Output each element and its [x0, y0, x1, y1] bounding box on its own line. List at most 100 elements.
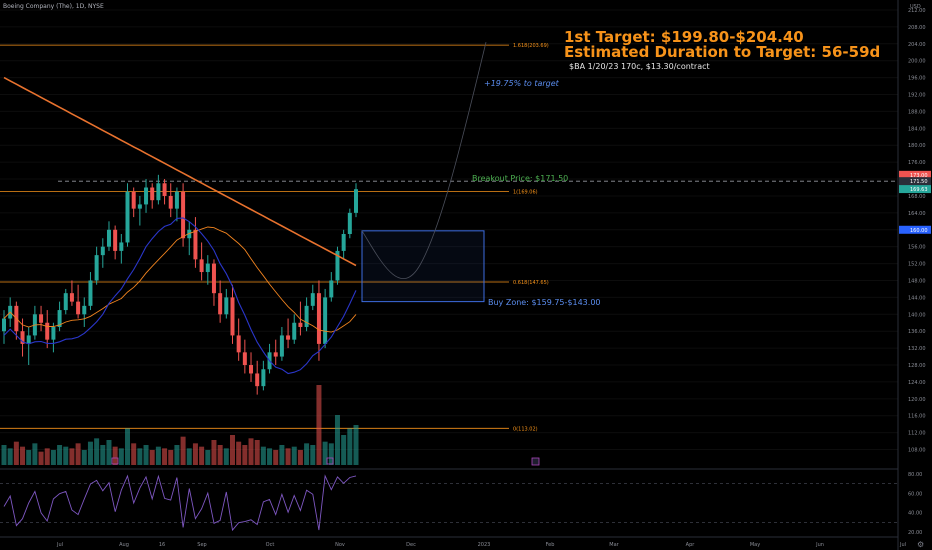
candle-body	[279, 335, 284, 357]
candle-body	[113, 229, 118, 251]
y-tick-label: 196.00	[908, 76, 926, 82]
candle-body	[292, 322, 297, 340]
price-badge-value: 160.00	[910, 228, 928, 234]
chart-title: Boeing Company (The), 1D, NYSE	[3, 3, 104, 10]
candle-body	[51, 326, 56, 340]
fib-label: 1.618(203.69)	[513, 43, 549, 49]
fib-label: 0(113.02)	[513, 426, 538, 432]
volume-bar	[229, 435, 235, 465]
ma-short-line	[3, 226, 357, 333]
buy-zone-label: Buy Zone: $159.75-$143.00	[488, 298, 601, 307]
candle-body	[76, 301, 81, 315]
volume-bar	[248, 438, 254, 465]
volume-bar	[347, 428, 353, 465]
price-badge	[899, 185, 931, 194]
volume-bar	[310, 445, 316, 465]
volume-bar	[341, 435, 347, 465]
y-tick-label: 108.00	[908, 448, 926, 454]
candle-body	[261, 369, 266, 387]
breakout-label: Breakout Price: $171.50	[472, 174, 569, 183]
candle-body	[199, 259, 204, 273]
contract-note: $BA 1/20/23 170c, $13.30/contract	[569, 62, 710, 71]
volume-bar	[353, 425, 359, 465]
candle-body	[329, 280, 334, 298]
volume-bar	[192, 443, 198, 465]
x-tick-label: Jun	[815, 542, 824, 548]
volume-bar	[205, 450, 211, 465]
candle-body	[255, 373, 260, 387]
volume-bar	[143, 445, 149, 465]
x-tick-label: Jul	[899, 542, 906, 548]
x-tick-label: May	[750, 542, 760, 548]
volume-bar	[168, 450, 174, 465]
volume-bar	[75, 443, 81, 465]
rsi-line	[3, 474, 357, 532]
candle-body	[224, 297, 229, 315]
candle-body	[335, 250, 340, 281]
candle-body	[57, 310, 62, 327]
volume-bar	[242, 445, 248, 465]
y-tick-label: 156.00	[908, 245, 926, 251]
x-tick-label: Sep	[197, 542, 206, 548]
volume-bar	[162, 448, 168, 465]
candle-body	[310, 293, 315, 306]
candle-body	[94, 255, 99, 281]
y-tick-label: 184.00	[908, 126, 926, 132]
candle-body	[88, 280, 93, 306]
volume-bar	[1, 445, 7, 465]
candle-body	[316, 293, 321, 344]
y-tick-label: 164.00	[908, 211, 926, 217]
volume-bar	[316, 385, 322, 465]
y-tick-label: 148.00	[908, 278, 926, 284]
candle-body	[168, 195, 173, 209]
y-tick-label: 152.00	[908, 262, 926, 268]
gear-icon[interactable]: ⚙	[917, 540, 925, 549]
rsi-tick-label: 40.00	[908, 511, 922, 517]
candle-body	[26, 335, 31, 344]
volume-bar	[174, 445, 180, 465]
buy-zone-box	[361, 230, 485, 303]
candle-body	[181, 191, 186, 239]
x-tick-label: Oct	[266, 542, 275, 548]
y-tick-label: 132.00	[908, 346, 926, 352]
volume-bar	[186, 448, 192, 465]
price-badge	[899, 177, 931, 186]
candle-body	[273, 352, 278, 357]
volume-bar	[100, 445, 106, 465]
candle-body	[347, 212, 352, 234]
x-tick-label: 2023	[478, 542, 491, 548]
x-tick-label: Mar	[609, 542, 619, 548]
y-tick-label: 124.00	[908, 380, 926, 386]
volume-bar	[260, 446, 266, 465]
candle-body	[298, 322, 303, 327]
volume-bar	[297, 450, 303, 465]
volume-bar	[81, 450, 87, 465]
earnings-marker	[531, 457, 540, 466]
y-tick-label: 120.00	[908, 397, 926, 403]
rsi-tick-label: 60.00	[908, 491, 922, 497]
x-tick-label: Dec	[406, 542, 416, 548]
y-tick-label: 140.00	[908, 312, 926, 318]
volume-bar	[223, 448, 229, 465]
volume-bar	[125, 428, 131, 465]
y-tick-label: 112.00	[908, 431, 926, 437]
volume-bar	[291, 446, 297, 465]
volume-bar	[322, 441, 328, 465]
target-line-2: Estimated Duration to Target: 56-59d	[564, 43, 881, 61]
y-unit-label: USD	[910, 4, 921, 10]
price-badge	[899, 170, 931, 179]
candle-body	[242, 352, 247, 366]
candle-body	[144, 187, 149, 205]
dividend-marker	[326, 457, 334, 465]
y-tick-label: 144.00	[908, 295, 926, 301]
price-badge	[899, 225, 931, 234]
volume-bar	[285, 448, 291, 465]
pct-to-target-label: +19.75% to target	[484, 79, 559, 88]
volume-bar	[20, 446, 26, 465]
volume-bar	[94, 438, 100, 465]
candle-body	[39, 314, 44, 323]
volume-bar	[69, 448, 75, 465]
volume-bar	[13, 441, 19, 465]
